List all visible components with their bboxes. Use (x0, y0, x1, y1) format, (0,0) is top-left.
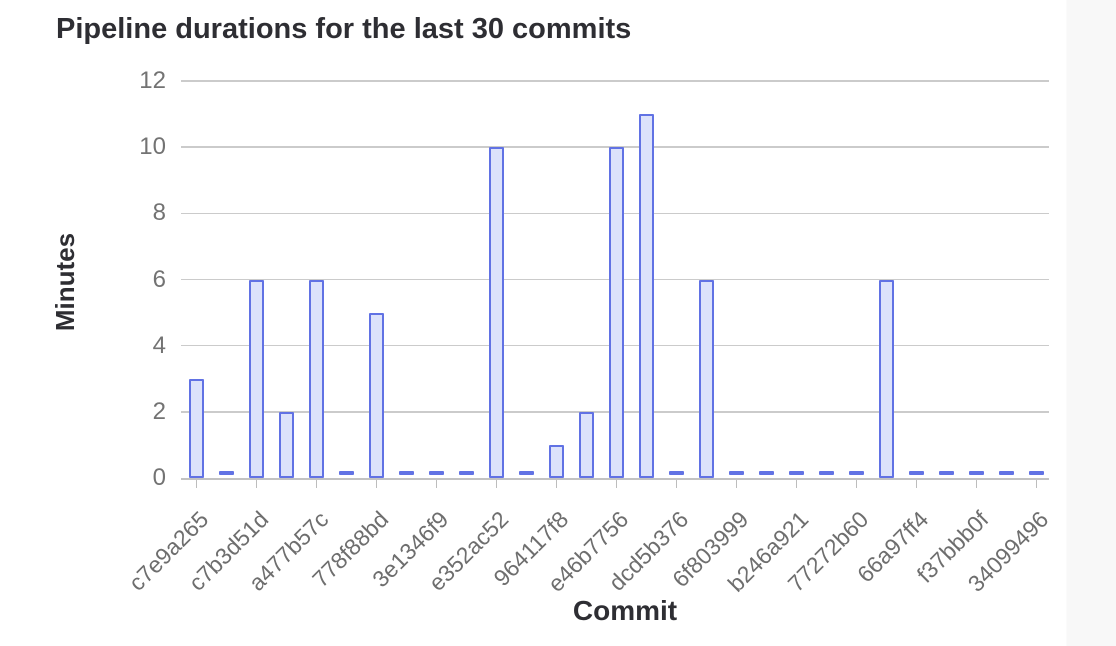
bar[interactable] (309, 279, 324, 478)
x-tick-mark (855, 480, 858, 488)
bar-zero-value[interactable] (519, 471, 534, 475)
bar[interactable] (549, 444, 564, 478)
bar-zero-value[interactable] (1029, 471, 1044, 475)
bar[interactable] (249, 279, 264, 478)
x-tick-mark (675, 480, 678, 488)
x-tick-mark (435, 480, 438, 488)
bar[interactable] (279, 411, 294, 478)
x-axis-title: Commit (572, 595, 678, 626)
y-tick-label: 0 (152, 464, 166, 491)
x-tick-mark (915, 480, 918, 488)
bar-zero-value[interactable] (909, 471, 924, 475)
gridline (181, 80, 1049, 82)
x-tick-mark (795, 480, 798, 488)
x-tick-mark (555, 480, 558, 488)
bar-zero-value[interactable] (459, 471, 474, 475)
y-tick-label: 10 (139, 133, 166, 161)
bar-zero-value[interactable] (759, 471, 774, 475)
bar-zero-value[interactable] (819, 471, 834, 475)
bar[interactable] (639, 114, 654, 478)
x-tick-mark (195, 480, 198, 488)
bar[interactable] (879, 279, 894, 478)
bar-zero-value[interactable] (969, 471, 984, 475)
bar-zero-value[interactable] (939, 471, 954, 475)
bar-zero-value[interactable] (849, 471, 864, 475)
x-tick-mark (1035, 480, 1038, 488)
page-edge-strip (1066, 0, 1116, 646)
x-tick-mark (735, 480, 738, 488)
bar[interactable] (369, 312, 384, 478)
y-tick-label: 2 (152, 397, 166, 425)
bar[interactable] (489, 147, 504, 478)
y-tick-label: 6 (152, 265, 166, 293)
x-tick-mark (495, 480, 498, 488)
x-axis-line (181, 477, 1049, 480)
x-tick-mark (975, 480, 978, 488)
y-tick-label: 4 (152, 331, 166, 359)
bar-zero-value[interactable] (399, 471, 414, 475)
bar[interactable] (579, 411, 594, 478)
y-tick-label: 8 (152, 199, 166, 227)
bar-zero-value[interactable] (669, 471, 684, 475)
bar[interactable] (699, 279, 714, 478)
bar-zero-value[interactable] (219, 471, 234, 475)
bar-zero-value[interactable] (729, 471, 744, 475)
bar[interactable] (609, 147, 624, 478)
bar-zero-value[interactable] (339, 471, 354, 475)
bar-zero-value[interactable] (999, 471, 1014, 475)
chart-title: Pipeline durations for the last 30 commi… (56, 13, 632, 45)
bar-zero-value[interactable] (429, 471, 444, 475)
x-tick-mark (315, 480, 318, 488)
y-tick-label: 12 (139, 67, 166, 94)
bar-zero-value[interactable] (789, 471, 804, 475)
bar[interactable] (189, 378, 204, 478)
x-tick-mark (615, 480, 618, 488)
x-tick-mark (255, 480, 258, 488)
x-tick-mark (375, 480, 378, 488)
